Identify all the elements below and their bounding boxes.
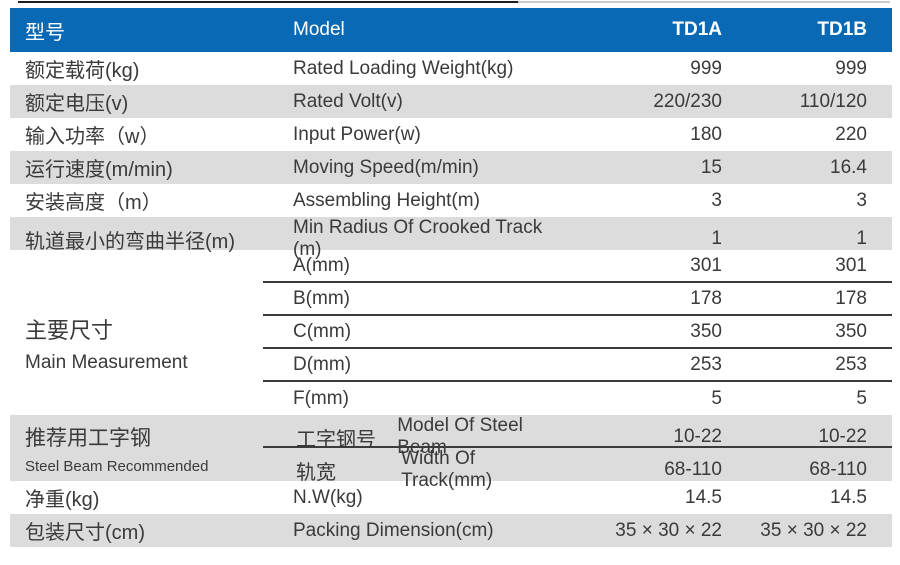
measurement-value-td1b: 350 (835, 320, 867, 342)
row-label-en: Moving Speed(m/min) (293, 156, 479, 178)
table-row: 安装高度（m） Assembling Height(m) 3 3 (10, 184, 892, 217)
row-value-td1a: 14.5 (685, 486, 722, 508)
row-value-td1b: 999 (835, 57, 867, 79)
measurement-row: A(mm) 301 301 (263, 250, 892, 283)
measurement-row: B(mm) 178 178 (263, 283, 892, 316)
row-label-en: Input Power(w) (293, 123, 421, 145)
main-measurement-en: Main Measurement (25, 352, 188, 373)
measurement-value-td1b: 253 (835, 353, 867, 375)
measurement-row: D(mm) 253 253 (263, 349, 892, 382)
measurement-label: D(mm) (293, 353, 352, 375)
row-value-td1b: 35 × 30 × 22 (760, 519, 867, 541)
steel-beam-value-td1b: 68-110 (809, 459, 867, 480)
measurement-value-td1a: 253 (690, 353, 722, 375)
row-value-td1b: 220 (835, 123, 867, 145)
steel-beam-cn: 推荐用工字钢 (25, 426, 151, 450)
row-label-cn: 额定电压(v) (25, 93, 129, 115)
steel-beam-value-td1b: 10-22 (818, 426, 867, 447)
row-value-td1a: 180 (690, 123, 722, 145)
measurement-value-td1b: 178 (835, 287, 867, 309)
row-label-cn: 输入功率（w） (25, 126, 160, 148)
measurement-value-td1a: 350 (690, 320, 722, 342)
measurement-label: B(mm) (293, 287, 350, 309)
measurement-label: C(mm) (293, 320, 352, 342)
steel-beam-row: 轨宽 Width Of Track(mm) 68-110 68-110 (263, 448, 892, 491)
row-label-en: Min Radius Of Crooked Track (m) (293, 217, 543, 260)
row-value-td1b: 110/120 (799, 90, 867, 112)
steel-beam-rows: 工字钢号 Model Of Steel Beam 10-22 10-22 轨宽 … (263, 415, 892, 491)
table-header-row: 型号 Model TD1A TD1B (10, 8, 892, 52)
row-label-en: Rated Loading Weight(kg) (293, 57, 514, 79)
spec-table: 型号 Model TD1A TD1B 额定载荷(kg) Rated Loadin… (10, 8, 892, 547)
row-label-en: Rated Volt(v) (293, 90, 403, 112)
row-value-td1b: 16.4 (830, 156, 867, 178)
top-divider-light (518, 1, 890, 3)
measurement-row: C(mm) 350 350 (263, 316, 892, 349)
measurement-value-td1a: 5 (711, 387, 722, 409)
row-value-td1b: 1 (856, 228, 867, 249)
measurement-row: F(mm) 5 5 (263, 382, 892, 415)
row-value-td1a: 1 (711, 228, 722, 249)
steel-beam-group: 推荐用工字钢 Steel Beam Recommended 工字钢号 Model… (10, 415, 892, 491)
measurement-value-td1b: 5 (856, 387, 867, 409)
row-label-cn: 净重(kg) (25, 489, 100, 511)
steel-beam-row-label-en: Model Of Steel Beam (397, 415, 523, 458)
steel-beam-value-td1a: 68-110 (664, 459, 722, 480)
row-value-td1a: 999 (690, 57, 722, 79)
header-model-td1a: TD1A (672, 19, 722, 40)
row-label-en: N.W(kg) (293, 486, 363, 508)
steel-beam-row-label-cn: 轨宽 (296, 461, 336, 484)
measurement-value-td1b: 301 (835, 254, 867, 276)
main-measurement-rows: A(mm) 301 301 B(mm) 178 178 C(mm) 350 35… (263, 250, 892, 415)
header-model-label: Model (293, 19, 345, 40)
steel-beam-value-td1a: 10-22 (673, 426, 722, 447)
steel-beam-row-label-en: Width Of Track(mm) (401, 448, 493, 491)
main-measurement-group: 主要尺寸 Main Measurement A(mm) 301 301 B(mm… (10, 250, 892, 415)
row-label-cn: 包装尺寸(cm) (25, 522, 145, 544)
row-label-en: Assembling Height(m) (293, 189, 480, 211)
row-label-cn: 轨道最小的弯曲半径(m) (25, 230, 235, 253)
row-value-td1a: 15 (700, 156, 722, 178)
row-value-td1a: 220/230 (653, 90, 722, 112)
steel-beam-row: 工字钢号 Model Of Steel Beam 10-22 10-22 (263, 415, 892, 458)
steel-beam-row-label: 工字钢号 Model Of Steel Beam (263, 415, 568, 459)
steel-beam-row-label-cn: 工字钢号 (296, 428, 376, 451)
table-row: 运行速度(m/min) Moving Speed(m/min) 15 16.4 (10, 151, 892, 184)
row-label-cn: 运行速度(m/min) (25, 159, 173, 181)
top-divider-dark (18, 1, 518, 3)
row-label-en: Packing Dimension(cm) (293, 519, 494, 541)
measurement-value-td1a: 301 (690, 254, 722, 276)
measurement-label: A(mm) (293, 254, 350, 276)
row-value-td1a: 35 × 30 × 22 (615, 519, 722, 541)
row-value-td1b: 3 (856, 189, 867, 211)
row-label-cn: 安装高度（m） (25, 192, 162, 214)
table-row: 额定载荷(kg) Rated Loading Weight(kg) 999 99… (10, 52, 892, 85)
measurement-label: F(mm) (293, 387, 349, 409)
table-row: 输入功率（w） Input Power(w) 180 220 (10, 118, 892, 151)
steel-beam-row-label: 轨宽 Width Of Track(mm) (263, 448, 568, 492)
main-measurement-header: 主要尺寸 Main Measurement (10, 250, 263, 415)
row-value-td1b: 14.5 (830, 486, 867, 508)
table-row: 包装尺寸(cm) Packing Dimension(cm) 35 × 30 ×… (10, 514, 892, 547)
table-row: 净重(kg) N.W(kg) 14.5 14.5 (10, 481, 892, 514)
header-type-cn: 型号 (25, 21, 65, 44)
steel-beam-en: Steel Beam Recommended (25, 457, 209, 475)
row-value-td1a: 3 (711, 189, 722, 211)
measurement-value-td1a: 178 (690, 287, 722, 309)
header-model-td1b: TD1B (817, 19, 867, 40)
table-row: 轨道最小的弯曲半径(m) Min Radius Of Crooked Track… (10, 217, 892, 260)
row-label-cn: 额定载荷(kg) (25, 60, 140, 82)
steel-beam-header: 推荐用工字钢 Steel Beam Recommended (10, 415, 263, 481)
table-row: 额定电压(v) Rated Volt(v) 220/230 110/120 (10, 85, 892, 118)
main-measurement-cn: 主要尺寸 (25, 318, 114, 343)
